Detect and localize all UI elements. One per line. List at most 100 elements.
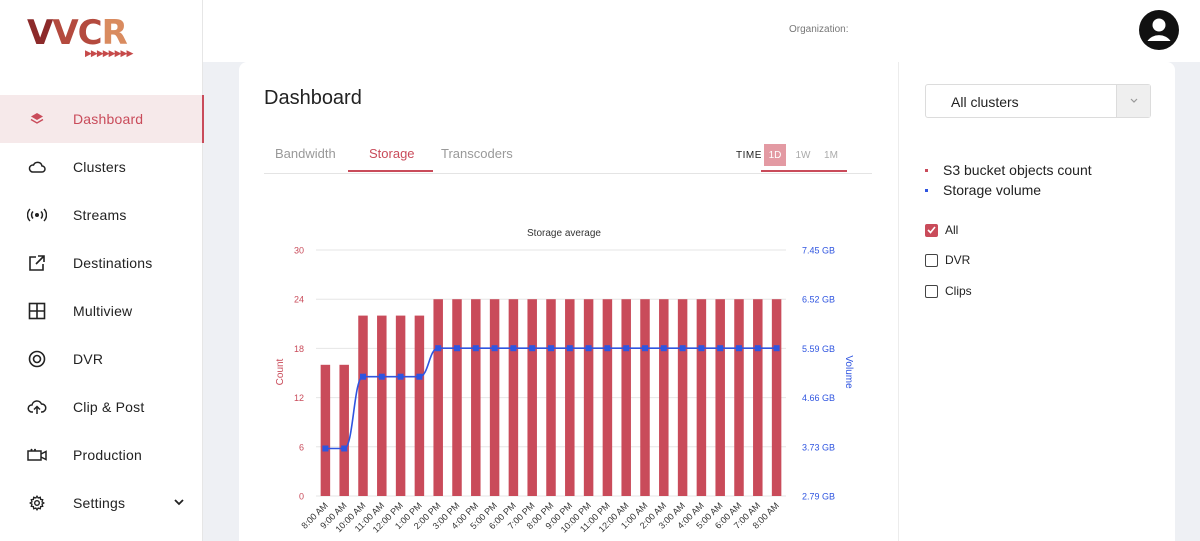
filter-clips-checkbox[interactable]: Clips: [925, 284, 972, 298]
range-1m-button[interactable]: 1M: [824, 149, 838, 161]
sidebar-item-label: Destinations: [73, 255, 153, 271]
line-point[interactable]: [435, 345, 442, 352]
line-point[interactable]: [604, 345, 611, 352]
bar[interactable]: [546, 299, 556, 496]
avatar[interactable]: [1139, 10, 1179, 50]
bar[interactable]: [640, 299, 650, 496]
tab-transcoders[interactable]: Transcoders: [441, 146, 513, 161]
bar[interactable]: [508, 299, 519, 496]
bar[interactable]: [489, 299, 500, 496]
brand-logo[interactable]: VVCR ▶▶▶▶▶▶▶▶: [27, 13, 133, 58]
tab-bandwidth[interactable]: Bandwidth: [275, 146, 336, 161]
y2-axis-label: Volume: [843, 355, 854, 389]
sidebar-item-dvr[interactable]: DVR: [0, 335, 203, 383]
logo-letter-2: V: [52, 13, 78, 53]
line-point[interactable]: [773, 345, 780, 352]
cluster-select-value: All clusters: [951, 94, 1019, 110]
bar[interactable]: [395, 315, 406, 496]
bar[interactable]: [583, 299, 594, 496]
line-point[interactable]: [529, 345, 536, 352]
checkbox-icon[interactable]: [925, 253, 938, 267]
line-point[interactable]: [566, 345, 573, 352]
y-tick-label: 18: [294, 344, 304, 354]
bar[interactable]: [734, 299, 744, 496]
time-label: TIME: [736, 150, 762, 161]
chevron-down-icon[interactable]: [172, 495, 186, 514]
sidebar-item-production[interactable]: Production: [0, 431, 203, 479]
chevron-down-icon[interactable]: [1116, 85, 1150, 117]
bar[interactable]: [527, 299, 537, 496]
cloud-icon: [27, 157, 47, 177]
line-point[interactable]: [548, 345, 554, 352]
y-tick-label: 6: [299, 442, 304, 452]
sidebar-item-clusters[interactable]: Clusters: [0, 143, 203, 191]
y-tick-label: 12: [294, 393, 304, 403]
bar[interactable]: [602, 299, 613, 496]
line-point[interactable]: [322, 445, 329, 452]
line-point[interactable]: [754, 345, 761, 352]
range-1d-button[interactable]: 1D: [764, 144, 786, 166]
line-point[interactable]: [510, 345, 517, 352]
bar[interactable]: [471, 299, 481, 496]
legend-item-count: S3 bucket objects count: [925, 162, 1092, 178]
sidebar-item-clip-post[interactable]: Clip & Post: [0, 383, 203, 431]
tab-storage[interactable]: Storage: [369, 146, 415, 161]
video-camera-icon: [27, 445, 47, 465]
bar[interactable]: [339, 364, 349, 496]
chart-line: [322, 345, 780, 452]
bar[interactable]: [358, 315, 368, 496]
line-point[interactable]: [416, 373, 423, 380]
bar[interactable]: [377, 315, 387, 496]
sidebar-item-streams[interactable]: Streams: [0, 191, 203, 239]
line-point[interactable]: [660, 345, 667, 352]
bar[interactable]: [621, 299, 631, 496]
layers-icon: [27, 109, 47, 129]
filter-all-checkbox[interactable]: All: [925, 223, 958, 237]
legend-label: Storage volume: [943, 182, 1042, 198]
bar[interactable]: [677, 299, 688, 496]
bar[interactable]: [565, 299, 575, 496]
y-tick-label: 0: [299, 492, 304, 502]
sidebar-item-label: Dashboard: [73, 111, 144, 127]
line-point[interactable]: [623, 345, 630, 352]
y-axis-label: Count: [275, 358, 286, 385]
logo-letter-4: R: [101, 13, 128, 53]
bar[interactable]: [452, 299, 462, 496]
bar[interactable]: [433, 299, 443, 496]
line-point[interactable]: [378, 373, 385, 380]
checkbox-icon[interactable]: [925, 284, 938, 298]
sidebar-item-multiview[interactable]: Multiview: [0, 287, 203, 335]
line-point[interactable]: [585, 345, 592, 352]
y2-tick-label: 3.73 GB: [802, 442, 835, 452]
line-point[interactable]: [397, 373, 404, 380]
filter-dvr-checkbox[interactable]: DVR: [925, 253, 970, 267]
line-point[interactable]: [698, 345, 705, 352]
sidebar-item-destinations[interactable]: Destinations: [0, 239, 203, 287]
line-point[interactable]: [717, 345, 724, 352]
bar[interactable]: [320, 364, 331, 496]
line-point[interactable]: [341, 445, 348, 452]
cluster-select[interactable]: All clusters: [925, 84, 1151, 118]
line-point[interactable]: [642, 345, 648, 352]
line-point[interactable]: [679, 345, 686, 352]
bar[interactable]: [414, 315, 425, 496]
sidebar-item-dashboard[interactable]: Dashboard: [0, 95, 204, 143]
sidebar-item-label: Clusters: [73, 159, 126, 175]
line-point[interactable]: [454, 345, 460, 352]
line-point[interactable]: [472, 345, 479, 352]
bar[interactable]: [753, 299, 763, 496]
checkbox-checked-icon[interactable]: [925, 223, 938, 237]
line-point[interactable]: [736, 345, 742, 352]
top-bar: Organization:: [203, 0, 1200, 62]
bar[interactable]: [659, 299, 669, 496]
sidebar: VVCR ▶▶▶▶▶▶▶▶ Dashboard Clusters Streams: [0, 0, 204, 541]
sidebar-item-settings[interactable]: Settings: [0, 479, 203, 527]
filter-label: Clips: [945, 284, 972, 298]
bar[interactable]: [715, 299, 725, 496]
bar[interactable]: [771, 299, 782, 496]
bar[interactable]: [696, 299, 707, 496]
legend-label: S3 bucket objects count: [943, 162, 1092, 178]
line-point[interactable]: [491, 345, 498, 352]
line-point[interactable]: [360, 373, 366, 380]
range-1w-button[interactable]: 1W: [795, 149, 811, 161]
